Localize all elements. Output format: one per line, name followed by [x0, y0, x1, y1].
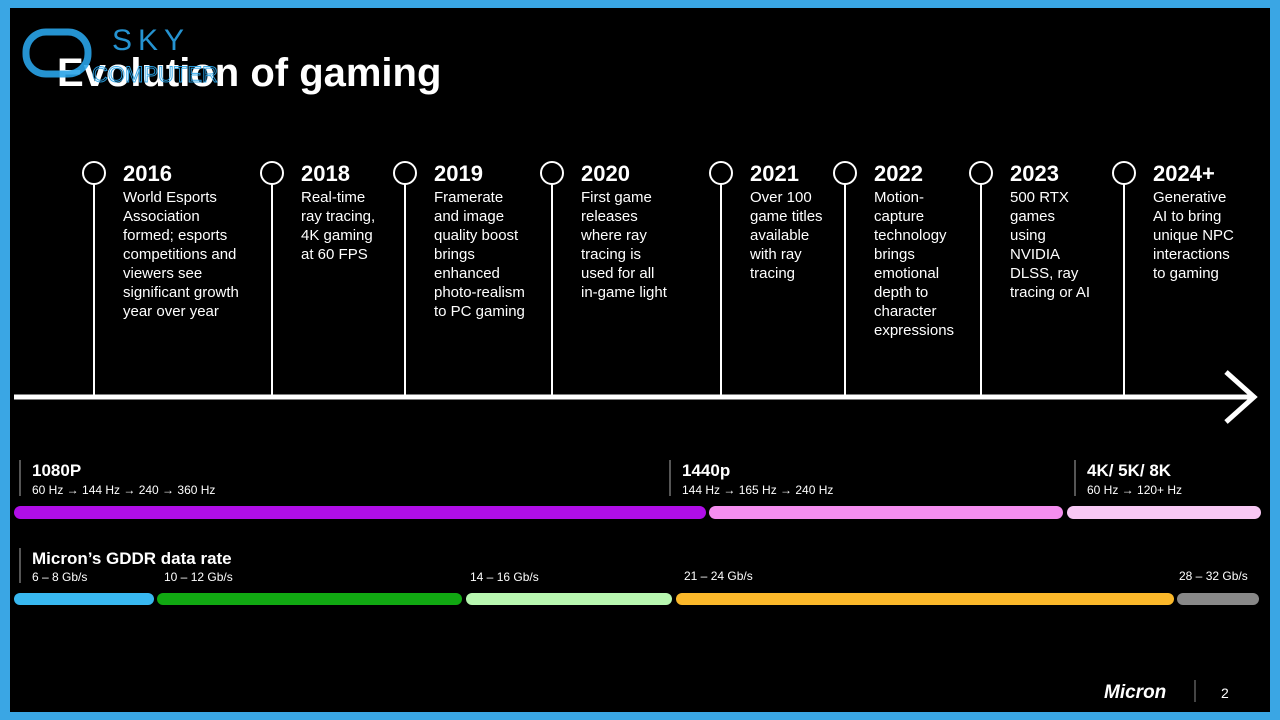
timeline-text: brings — [434, 246, 475, 263]
timeline-year: 2019 — [434, 161, 483, 186]
timeline-text: ray tracing, — [301, 208, 375, 225]
timeline-year: 2021 — [750, 161, 799, 186]
bar-rate — [466, 593, 672, 605]
timeline-text: 4K gaming — [301, 227, 373, 244]
timeline-text: Over 100 — [750, 189, 812, 206]
gddr-rate: 21 – 24 Gb/s — [684, 569, 753, 583]
timeline-node — [393, 161, 417, 185]
bar-rate — [157, 593, 462, 605]
title: Evolution of gaming — [57, 51, 441, 95]
bar-rate — [14, 593, 154, 605]
timeline-text: and image — [434, 208, 504, 225]
timeline-text: brings — [874, 246, 915, 263]
timeline-text: AI to bring — [1153, 208, 1221, 225]
timeline-node — [82, 161, 106, 185]
timeline-node — [969, 161, 993, 185]
watermark-sub: COMPUTER — [92, 62, 218, 87]
timeline-node — [260, 161, 284, 185]
gddr-rate: 10 – 12 Gb/s — [164, 570, 233, 584]
resolution-rates: 60 Hz → 144 Hz → 240 → 360 Hz — [32, 483, 215, 497]
bar-rate — [1177, 593, 1259, 605]
timeline-year: 2023 — [1010, 161, 1059, 186]
gddr-rate: 28 – 32 Gb/s — [1179, 569, 1248, 583]
timeline-text: at 60 FPS — [301, 246, 368, 263]
timeline-text: to PC gaming — [434, 303, 525, 320]
timeline-text: NVIDIA — [1010, 246, 1060, 263]
timeline-text: DLSS, ray — [1010, 265, 1079, 282]
timeline-text: Framerate — [434, 189, 503, 206]
resolution-section: 1080P 60 Hz → 144 Hz → 240 → 360 Hz 1440p 1… — [14, 460, 1261, 519]
timeline-text: games — [1010, 208, 1055, 225]
timeline-year: 2018 — [301, 161, 350, 186]
timeline-node — [833, 161, 857, 185]
timeline-text: expressions — [874, 322, 954, 339]
slide-background — [10, 8, 1270, 712]
timeline-text: Motion- — [874, 189, 924, 206]
bar-1080p — [14, 506, 706, 519]
timeline-year: 2022 — [874, 161, 923, 186]
timeline-text: game titles — [750, 208, 823, 225]
timeline-text: Generative — [1153, 189, 1226, 206]
gddr-title: Micron’s GDDR data rate — [32, 549, 232, 568]
timeline-node — [709, 161, 733, 185]
timeline-text: capture — [874, 208, 924, 225]
timeline-text: available — [750, 227, 809, 244]
timeline: 2016 World Esports Association formed; espo… — [14, 161, 1258, 424]
timeline-year: 2016 — [123, 161, 172, 186]
resolution-rates: 144 Hz → 165 Hz → 240 Hz — [682, 483, 833, 497]
timeline-text: tracing is — [581, 246, 641, 263]
timeline-text: competitions and — [123, 246, 236, 263]
timeline-text: in-game light — [581, 284, 668, 301]
bar-1440p — [709, 506, 1063, 519]
resolution-label: 4K/ 5K/ 8K — [1087, 461, 1172, 480]
timeline-text: quality boost — [434, 227, 519, 244]
resolution-label: 1440p — [682, 461, 730, 480]
timeline-text: enhanced — [434, 265, 500, 282]
timeline-text: World Esports — [123, 189, 217, 206]
timeline-text: Real-time — [301, 189, 365, 206]
timeline-text: releases — [581, 208, 638, 225]
watermark-brand: SKY — [112, 24, 190, 57]
timeline-text: 500 RTX — [1010, 189, 1069, 206]
timeline-text: emotional — [874, 265, 939, 282]
timeline-text: technology — [874, 227, 947, 244]
timeline-text: with ray — [749, 246, 802, 263]
gddr-rate: 6 – 8 Gb/s — [32, 570, 87, 584]
bar-rate — [676, 593, 1174, 605]
timeline-text: character — [874, 303, 937, 320]
footer-logo: Micron — [1104, 682, 1166, 703]
timeline-text: First game — [581, 189, 652, 206]
timeline-year: 2024+ — [1153, 161, 1215, 186]
timeline-text: used for all — [581, 265, 654, 282]
timeline-text: tracing or AI — [1010, 284, 1090, 301]
timeline-text: Association — [123, 208, 200, 225]
resolution-label: 1080P — [32, 461, 81, 480]
timeline-node — [1112, 161, 1136, 185]
timeline-text: to gaming — [1153, 265, 1219, 282]
watermark: SKY COMPUTER — [22, 24, 218, 88]
timeline-text: year over year — [123, 303, 219, 320]
timeline-text: viewers see — [123, 265, 202, 282]
gddr-rate: 14 – 16 Gb/s — [470, 570, 539, 584]
timeline-text: photo-realism — [434, 284, 525, 301]
bar-4k — [1067, 506, 1261, 519]
timeline-text: tracing — [750, 265, 795, 282]
gddr-section: Micron’s GDDR data rate 6 – 8 Gb/s 10 – 1… — [14, 548, 1259, 605]
page-number: 2 — [1221, 685, 1229, 701]
timeline-text: unique NPC — [1153, 227, 1234, 244]
timeline-text: formed; esports — [123, 227, 227, 244]
resolution-rates: 60 Hz → 120+ Hz — [1087, 483, 1182, 497]
timeline-text: significant growth — [123, 284, 239, 301]
timeline-text: depth to — [874, 284, 928, 301]
timeline-text: using — [1010, 227, 1046, 244]
timeline-text: where ray — [580, 227, 647, 244]
timeline-text: interactions — [1153, 246, 1230, 263]
timeline-node — [540, 161, 564, 185]
timeline-year: 2020 — [581, 161, 630, 186]
timeline-arrow — [1224, 370, 1258, 424]
